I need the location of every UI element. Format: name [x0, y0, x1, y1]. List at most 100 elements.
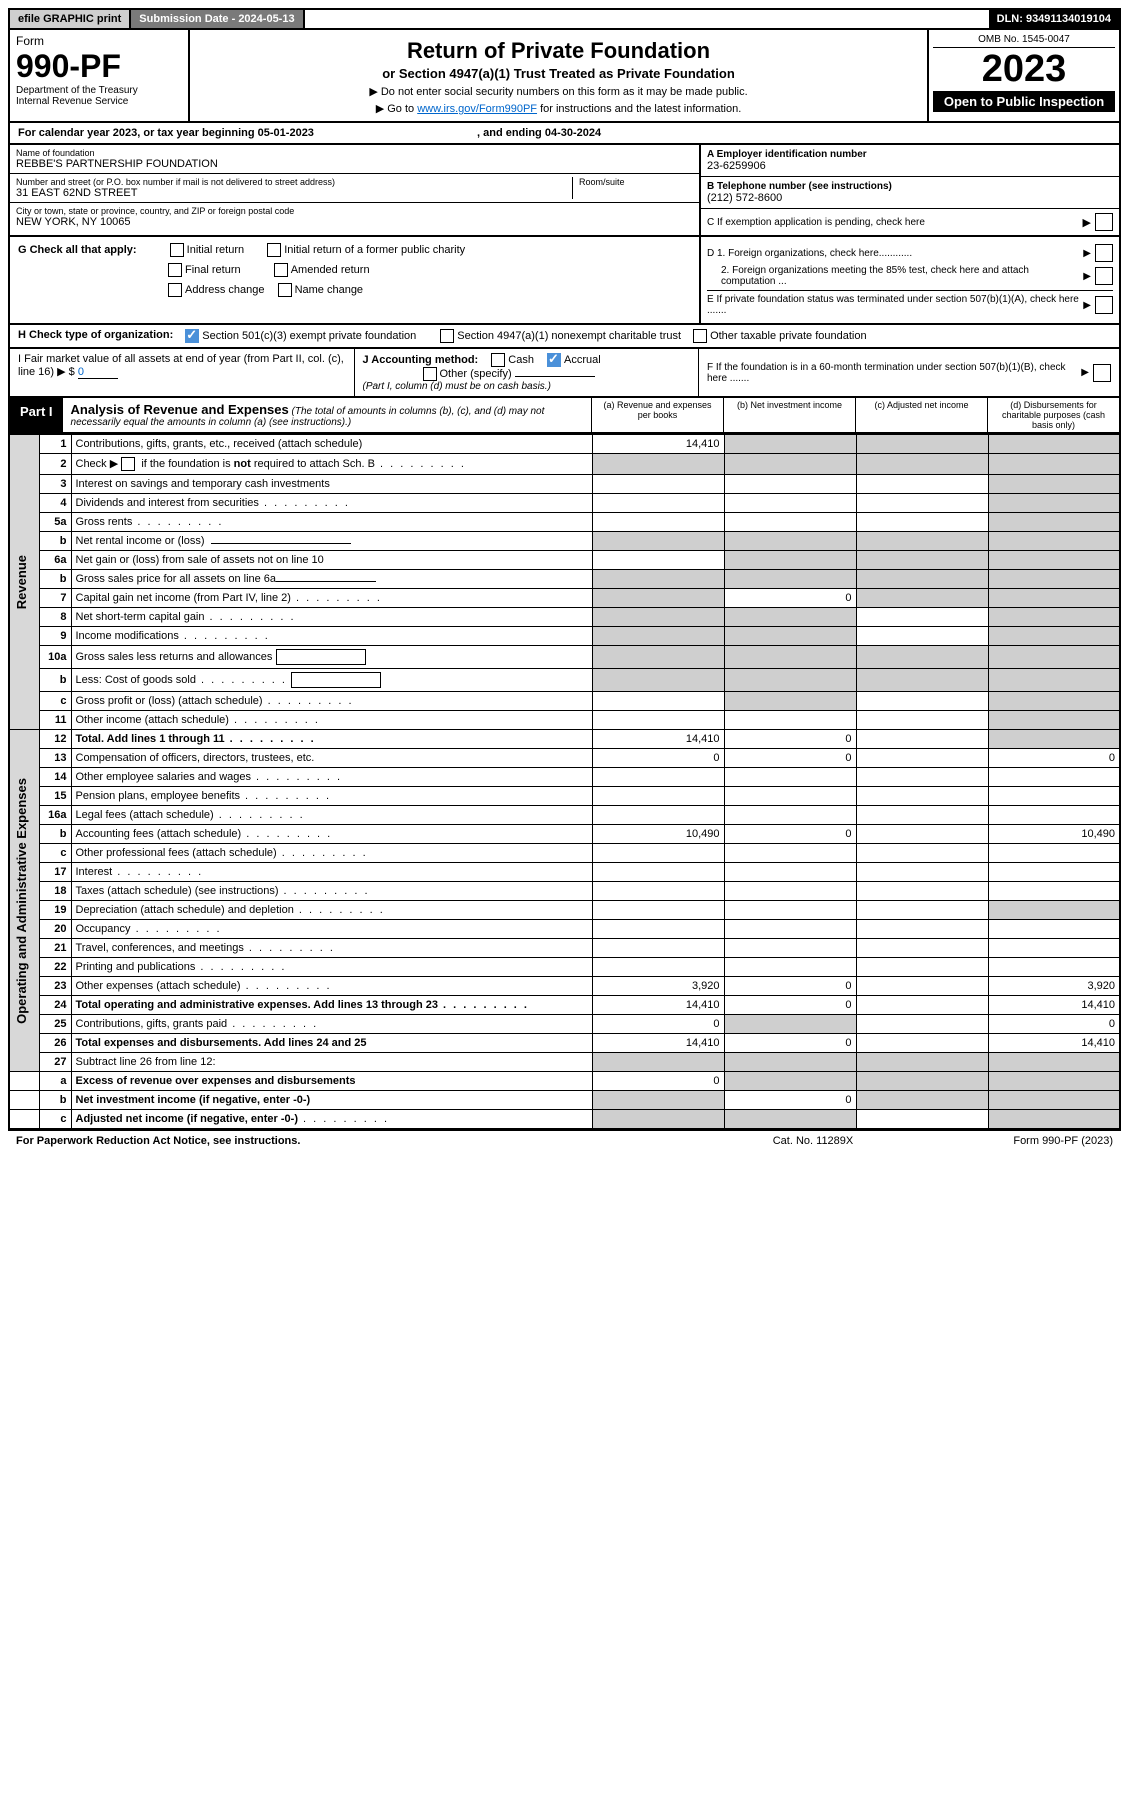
line-12: Total. Add lines 1 through 11: [76, 733, 225, 745]
col-d-header: (d) Disbursements for charitable purpose…: [987, 398, 1119, 432]
name-label: Name of foundation: [16, 148, 693, 158]
l24-d: 14,410: [988, 996, 1120, 1015]
address-change-checkbox[interactable]: [168, 283, 182, 297]
j-label: J Accounting method:: [363, 354, 479, 366]
col-c-header: (c) Adjusted net income: [855, 398, 987, 432]
line-16c: Other professional fees (attach schedule…: [76, 847, 277, 859]
arrow-icon: ▶: [1081, 367, 1089, 378]
final-return-checkbox[interactable]: [168, 263, 182, 277]
initial-former-label: Initial return of a former public charit…: [284, 244, 465, 256]
line-5b: Net rental income or (loss): [76, 535, 205, 547]
l26-a: 14,410: [592, 1034, 724, 1053]
phone-value: (212) 572-8600: [707, 192, 1113, 204]
top-bar: efile GRAPHIC print Submission Date - 20…: [8, 8, 1121, 30]
amended-return-checkbox[interactable]: [274, 263, 288, 277]
name-change-label: Name change: [295, 284, 364, 296]
line-3: Interest on savings and temporary cash i…: [71, 475, 592, 494]
501c3-label: Section 501(c)(3) exempt private foundat…: [202, 330, 416, 342]
line-17: Interest: [76, 866, 113, 878]
l27a-a: 0: [592, 1072, 724, 1091]
l1-a: 14,410: [592, 435, 724, 454]
exemption-checkbox[interactable]: [1095, 213, 1113, 231]
calyear-begin: 05-01-2023: [258, 127, 314, 139]
l26-d: 14,410: [988, 1034, 1120, 1053]
initial-return-checkbox[interactable]: [170, 243, 184, 257]
line-25: Contributions, gifts, grants paid: [76, 1018, 228, 1030]
line-27b: Net investment income (if negative, ente…: [76, 1094, 311, 1106]
line-24: Total operating and administrative expen…: [76, 999, 438, 1011]
line-10a: Gross sales less returns and allowances: [76, 651, 273, 663]
line-16a: Legal fees (attach schedule): [76, 809, 214, 821]
line-11: Other income (attach schedule): [76, 714, 229, 726]
street-address: 31 EAST 62ND STREET: [16, 187, 572, 199]
501c3-checkbox[interactable]: [185, 329, 199, 343]
form-ref: Form 990-PF (2023): [913, 1135, 1113, 1147]
initial-return-label: Initial return: [187, 244, 244, 256]
city-state-zip: NEW YORK, NY 10065: [16, 216, 693, 228]
cash-checkbox[interactable]: [491, 353, 505, 367]
l23-a: 3,920: [592, 977, 724, 996]
l27b-b: 0: [724, 1091, 856, 1110]
l23-b: 0: [724, 977, 856, 996]
accrual-checkbox[interactable]: [547, 353, 561, 367]
line-6b: Gross sales price for all assets on line…: [76, 573, 277, 585]
arrow-icon: ▶: [1083, 248, 1091, 259]
h-label: H Check type of organization:: [18, 329, 173, 341]
calendar-year-row: For calendar year 2023, or tax year begi…: [8, 123, 1121, 145]
l25-d: 0: [988, 1015, 1120, 1034]
fmv-arrow: ▶ $: [57, 366, 75, 378]
line-19: Depreciation (attach schedule) and deple…: [76, 904, 294, 916]
l23-d: 3,920: [988, 977, 1120, 996]
part1-table: Revenue 1Contributions, gifts, grants, e…: [8, 434, 1121, 1130]
f-checkbox[interactable]: [1093, 364, 1111, 382]
other-method-checkbox[interactable]: [423, 367, 437, 381]
line-27c: Adjusted net income (if negative, enter …: [76, 1113, 298, 1125]
cat-no: Cat. No. 11289X: [713, 1135, 913, 1147]
address-change-label: Address change: [185, 284, 265, 296]
ein-label: A Employer identification number: [707, 149, 867, 160]
4947-checkbox[interactable]: [440, 329, 454, 343]
form-number: 990-PF: [16, 48, 182, 85]
line-7: Capital gain net income (from Part IV, l…: [76, 592, 291, 604]
e-checkbox[interactable]: [1095, 296, 1113, 314]
line-4: Dividends and interest from securities: [76, 497, 259, 509]
other-taxable-checkbox[interactable]: [693, 329, 707, 343]
d1-label: D 1. Foreign organizations, check here..…: [707, 248, 1079, 259]
schb-checkbox[interactable]: [121, 457, 135, 471]
accrual-label: Accrual: [564, 354, 601, 366]
line-18: Taxes (attach schedule) (see instruction…: [76, 885, 279, 897]
d1-checkbox[interactable]: [1095, 244, 1113, 262]
dept-treasury: Department of the Treasury: [16, 85, 182, 96]
part1-header: Part I Analysis of Revenue and Expenses …: [8, 398, 1121, 434]
line-13: Compensation of officers, directors, tru…: [71, 749, 592, 768]
phone-label: B Telephone number (see instructions): [707, 181, 892, 192]
form990pf-link[interactable]: www.irs.gov/Form990PF: [417, 103, 537, 115]
l13-a: 0: [592, 749, 724, 768]
efile-label[interactable]: efile GRAPHIC print: [10, 10, 131, 28]
final-return-label: Final return: [185, 264, 241, 276]
line-20: Occupancy: [76, 923, 131, 935]
entity-block: Name of foundation REBBE'S PARTNERSHIP F…: [8, 145, 1121, 237]
ein-value: 23-6259906: [707, 160, 1113, 172]
line-15: Pension plans, employee benefits: [76, 790, 241, 802]
line-1: Contributions, gifts, grants, etc., rece…: [71, 435, 592, 454]
line-2: Check ▶: [76, 458, 122, 470]
part1-title: Analysis of Revenue and Expenses: [71, 402, 289, 417]
page-footer: For Paperwork Reduction Act Notice, see …: [8, 1130, 1121, 1151]
arrow-icon: ▶: [1083, 216, 1091, 229]
omb-number: OMB No. 1545-0047: [933, 34, 1115, 48]
l13-d: 0: [988, 749, 1120, 768]
name-change-checkbox[interactable]: [278, 283, 292, 297]
line-22: Printing and publications: [76, 961, 196, 973]
l16b-a: 10,490: [592, 825, 724, 844]
initial-former-checkbox[interactable]: [267, 243, 281, 257]
cash-label: Cash: [508, 354, 534, 366]
line-27: Subtract line 26 from line 12:: [71, 1053, 592, 1072]
line-27a: Excess of revenue over expenses and disb…: [76, 1075, 356, 1087]
g-label: G Check all that apply:: [18, 244, 137, 256]
line-9: Income modifications: [76, 630, 179, 642]
line-6a: Net gain or (loss) from sale of assets n…: [71, 551, 592, 570]
e-label: E If private foundation status was termi…: [707, 294, 1079, 316]
d2-checkbox[interactable]: [1095, 267, 1113, 285]
goto-pre: ▶ Go to: [376, 103, 417, 115]
